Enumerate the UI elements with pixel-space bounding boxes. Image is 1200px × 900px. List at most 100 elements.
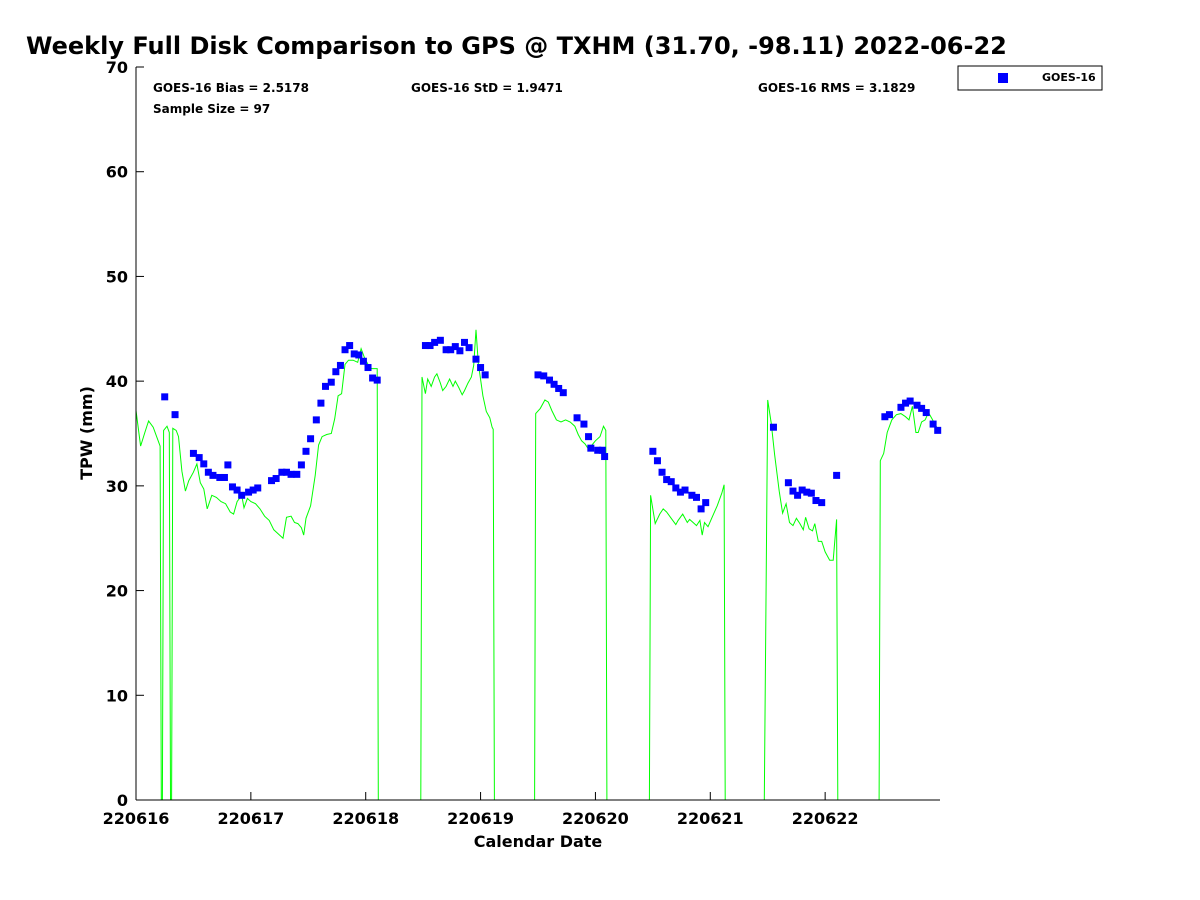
goes16-point — [922, 409, 930, 417]
goes16-point — [906, 397, 914, 405]
goes16-point — [534, 371, 542, 379]
goes16-point — [769, 423, 777, 431]
tick-labels: 0 10 20 30 40 50 60 70 220616 220617 220618 220619 2… — [103, 58, 859, 828]
goes16-point — [555, 384, 563, 392]
goes16-point — [702, 499, 710, 507]
goes16-point — [559, 389, 567, 397]
goes16-point — [204, 468, 212, 476]
bias-stat: GOES-16 Bias = 2.5178 — [153, 81, 309, 95]
goes16-point — [693, 493, 701, 501]
goes16-point — [272, 475, 280, 483]
goes16-point — [297, 461, 305, 469]
goes16-point — [667, 478, 675, 486]
goes16-point — [658, 468, 666, 476]
goes16-point — [249, 486, 257, 494]
goes16-point — [833, 471, 841, 479]
goes16-point — [189, 449, 197, 457]
goes16-point — [233, 486, 241, 494]
goes16-point — [789, 487, 797, 495]
goes16-point — [885, 411, 893, 419]
goes16-point — [481, 371, 489, 379]
goes16-point — [228, 483, 236, 491]
goes16-point — [818, 499, 826, 507]
goes16-point — [220, 473, 228, 481]
goes16-point — [913, 401, 921, 409]
goes16-point — [672, 484, 680, 492]
goes16-point — [436, 336, 444, 344]
legend: GOES-16 — [957, 65, 1103, 91]
goes16-point — [653, 457, 661, 465]
goes16-point — [287, 470, 295, 478]
goes16-point — [451, 343, 459, 351]
goes16-point — [663, 476, 671, 484]
goes16-point — [327, 378, 335, 386]
goes16-point — [431, 338, 439, 346]
goes16-point — [594, 446, 602, 454]
y-tick-label: 60 — [106, 163, 128, 182]
goes16-point — [697, 505, 705, 513]
goes16-point — [585, 433, 593, 441]
goes16-point — [902, 399, 910, 407]
goes16-point — [897, 403, 905, 411]
goes16-point-series — [161, 336, 942, 513]
x-tick-label: 220619 — [447, 809, 514, 828]
sample-size-stat: Sample Size = 97 — [153, 102, 270, 116]
goes16-point — [307, 435, 315, 443]
goes16-point — [224, 461, 232, 469]
goes16-point — [293, 470, 301, 478]
goes16-point — [426, 342, 434, 350]
goes16-point — [282, 468, 290, 476]
gps-line-series — [135, 329, 940, 801]
goes16-point — [332, 368, 340, 376]
goes16-point — [322, 382, 330, 390]
goes16-point — [216, 473, 224, 481]
goes16-point — [881, 413, 889, 421]
goes16-point — [278, 468, 286, 476]
goes16-point — [359, 357, 367, 365]
goes16-point — [545, 376, 553, 384]
goes16-point — [587, 444, 595, 452]
goes16-point — [209, 471, 217, 479]
goes16-point — [934, 426, 942, 434]
x-axis-title: Calendar Date — [474, 832, 603, 851]
x-tick-label: 220618 — [332, 809, 399, 828]
gps-tpw-line — [135, 329, 940, 801]
x-tick-label: 220620 — [562, 809, 629, 828]
goes16-point — [456, 347, 464, 355]
y-tick-label: 20 — [106, 582, 128, 601]
y-tick-label: 10 — [106, 686, 128, 705]
legend-marker — [998, 73, 1008, 83]
y-tick-label: 0 — [117, 791, 128, 810]
goes16-point — [421, 342, 429, 350]
goes16-point — [317, 399, 325, 407]
goes16-point — [195, 454, 203, 462]
goes16-point — [676, 488, 684, 496]
goes16-point — [336, 361, 344, 369]
y-tick-label: 50 — [106, 267, 128, 286]
goes16-point — [573, 414, 581, 422]
y-axis-title: TPW (mm) — [77, 386, 96, 480]
rms-stat: GOES-16 RMS = 3.1829 — [758, 81, 915, 95]
goes16-point — [812, 497, 820, 505]
goes16-point — [681, 486, 689, 494]
goes16-point — [598, 446, 606, 454]
axis-ticks — [135, 66, 826, 801]
goes16-point — [447, 346, 455, 354]
goes16-point — [238, 491, 246, 499]
goes16-point — [355, 351, 363, 359]
legend-box — [957, 65, 1103, 91]
goes16-point — [442, 346, 450, 354]
goes16-point — [373, 376, 381, 384]
y-tick-label: 40 — [106, 372, 128, 391]
y-tick-label: 70 — [106, 58, 128, 77]
goes16-point — [364, 364, 372, 372]
goes16-point — [369, 374, 377, 382]
goes16-point — [649, 447, 657, 455]
y-tick-label: 30 — [106, 477, 128, 496]
goes16-point — [200, 460, 208, 468]
goes16-point — [346, 342, 354, 350]
goes16-point — [794, 491, 802, 499]
goes16-point — [918, 404, 926, 412]
goes16-point — [477, 364, 485, 372]
goes16-point — [465, 344, 473, 352]
